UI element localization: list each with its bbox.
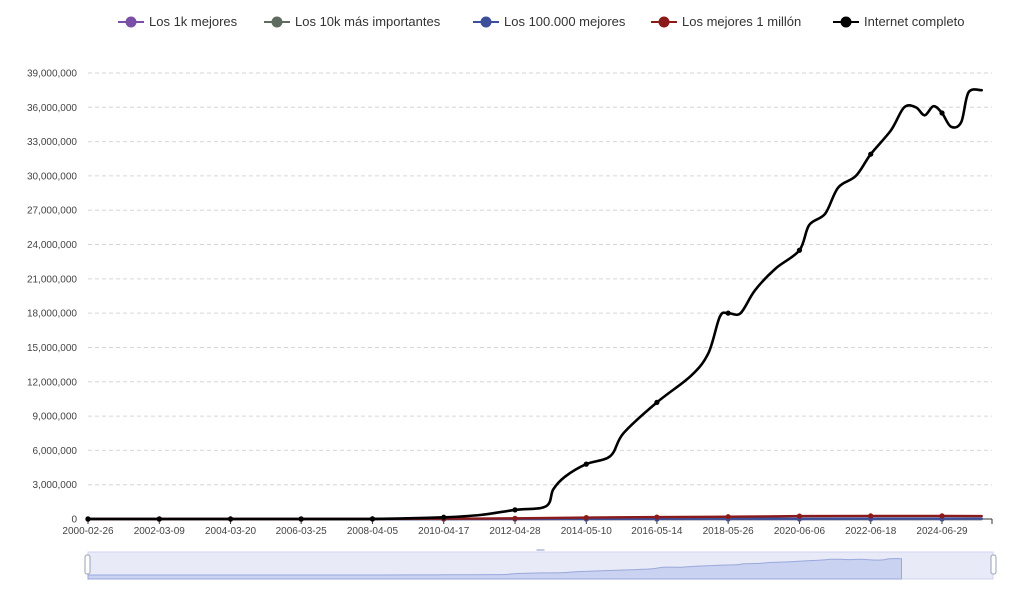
series-line-5 <box>88 89 982 519</box>
y-tick-label: 12,000,000 <box>27 377 77 388</box>
x-tick-label: 2006-03-25 <box>276 526 328 537</box>
x-tick-label: 2010-04-17 <box>418 526 470 537</box>
x-tick-label: 2000-02-26 <box>62 526 114 537</box>
legend-label: Los 10k más importantes <box>295 14 440 29</box>
x-tick-label: 2024-06-29 <box>916 526 968 537</box>
legend-marker <box>833 15 859 29</box>
y-tick-label: 6,000,000 <box>33 446 78 457</box>
legend: Los 1k mejores Los 10k más importantes Los… <box>0 14 1024 38</box>
x-tick-label: 2018-05-26 <box>703 526 755 537</box>
y-axis: 0 3,000,000 6,000,000 9,000,000 12,000,000 15… <box>27 69 78 526</box>
data-point <box>654 400 659 405</box>
legend-item[interactable]: Los mejores 1 millón <box>651 14 801 29</box>
legend-marker <box>473 15 499 29</box>
y-gridlines <box>88 73 992 485</box>
x-tick-label: 2008-04-05 <box>347 526 399 537</box>
legend-label: Los 100.000 mejores <box>504 14 625 29</box>
data-point <box>512 507 517 512</box>
data-point <box>868 152 873 157</box>
legend-marker <box>264 15 290 29</box>
y-tick-label: 27,000,000 <box>27 206 77 217</box>
legend-label: Los 1k mejores <box>149 14 237 29</box>
x-tick-label: 2020-06-06 <box>774 526 826 537</box>
data-point <box>797 248 802 253</box>
x-tick-label: 2016-05-14 <box>631 526 683 537</box>
y-tick-label: 3,000,000 <box>33 480 78 491</box>
legend-marker <box>118 15 144 29</box>
data-point <box>939 513 944 518</box>
navigator-left-handle[interactable] <box>85 555 90 574</box>
legend-marker <box>651 15 677 29</box>
data-point <box>868 513 873 518</box>
y-tick-label: 24,000,000 <box>27 240 77 251</box>
legend-item[interactable]: Los 100.000 mejores <box>473 14 625 29</box>
data-point <box>299 516 304 521</box>
legend-item[interactable]: Internet completo <box>833 14 964 29</box>
data-point <box>157 516 162 521</box>
zoom-navigator[interactable] <box>85 550 996 579</box>
navigator-right-handle[interactable] <box>991 555 996 574</box>
y-tick-label: 33,000,000 <box>27 137 77 148</box>
y-tick-label: 18,000,000 <box>27 309 77 320</box>
data-point <box>726 514 731 519</box>
data-point <box>584 462 589 467</box>
y-tick-label: 36,000,000 <box>27 103 77 114</box>
x-axis: 2000-02-26 2002-03-09 2004-03-20 2006-03-25… <box>62 519 992 537</box>
data-point <box>797 514 802 519</box>
data-point <box>584 515 589 520</box>
y-tick-label: 30,000,000 <box>27 171 77 182</box>
y-tick-label: 21,000,000 <box>27 274 77 285</box>
data-point <box>370 516 375 521</box>
y-tick-label: 39,000,000 <box>27 69 77 80</box>
data-point <box>654 514 659 519</box>
data-point <box>228 516 233 521</box>
y-tick-label: 0 <box>71 515 77 526</box>
x-tick-label: 2004-03-20 <box>205 526 257 537</box>
data-point <box>441 515 446 520</box>
legend-item[interactable]: Los 1k mejores <box>118 14 237 29</box>
legend-label: Internet completo <box>864 14 964 29</box>
data-point <box>939 110 944 115</box>
x-tick-label: 2012-04-28 <box>489 526 541 537</box>
series-group <box>85 89 981 521</box>
data-point <box>85 516 90 521</box>
y-tick-label: 9,000,000 <box>33 412 78 423</box>
y-tick-label: 15,000,000 <box>27 343 77 354</box>
x-tick-label: 2022-06-18 <box>845 526 897 537</box>
legend-item[interactable]: Los 10k más importantes <box>264 14 440 29</box>
data-point <box>512 516 517 521</box>
data-point <box>726 311 731 316</box>
x-tick-label: 2014-05-10 <box>561 526 613 537</box>
legend-label: Los mejores 1 millón <box>682 14 801 29</box>
x-tick-label: 2002-03-09 <box>134 526 186 537</box>
